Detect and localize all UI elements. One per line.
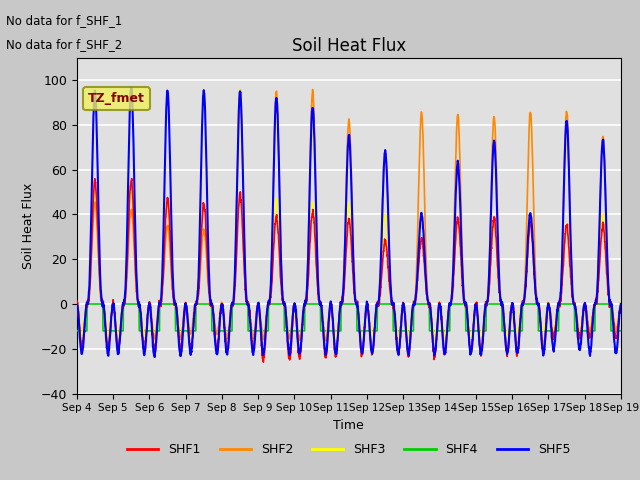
Text: No data for f_SHF_2: No data for f_SHF_2 xyxy=(6,38,123,51)
X-axis label: Time: Time xyxy=(333,419,364,432)
Y-axis label: Soil Heat Flux: Soil Heat Flux xyxy=(22,182,35,269)
Legend: SHF1, SHF2, SHF3, SHF4, SHF5: SHF1, SHF2, SHF3, SHF4, SHF5 xyxy=(122,438,575,461)
Title: Soil Heat Flux: Soil Heat Flux xyxy=(292,36,406,55)
Text: No data for f_SHF_1: No data for f_SHF_1 xyxy=(6,14,123,27)
